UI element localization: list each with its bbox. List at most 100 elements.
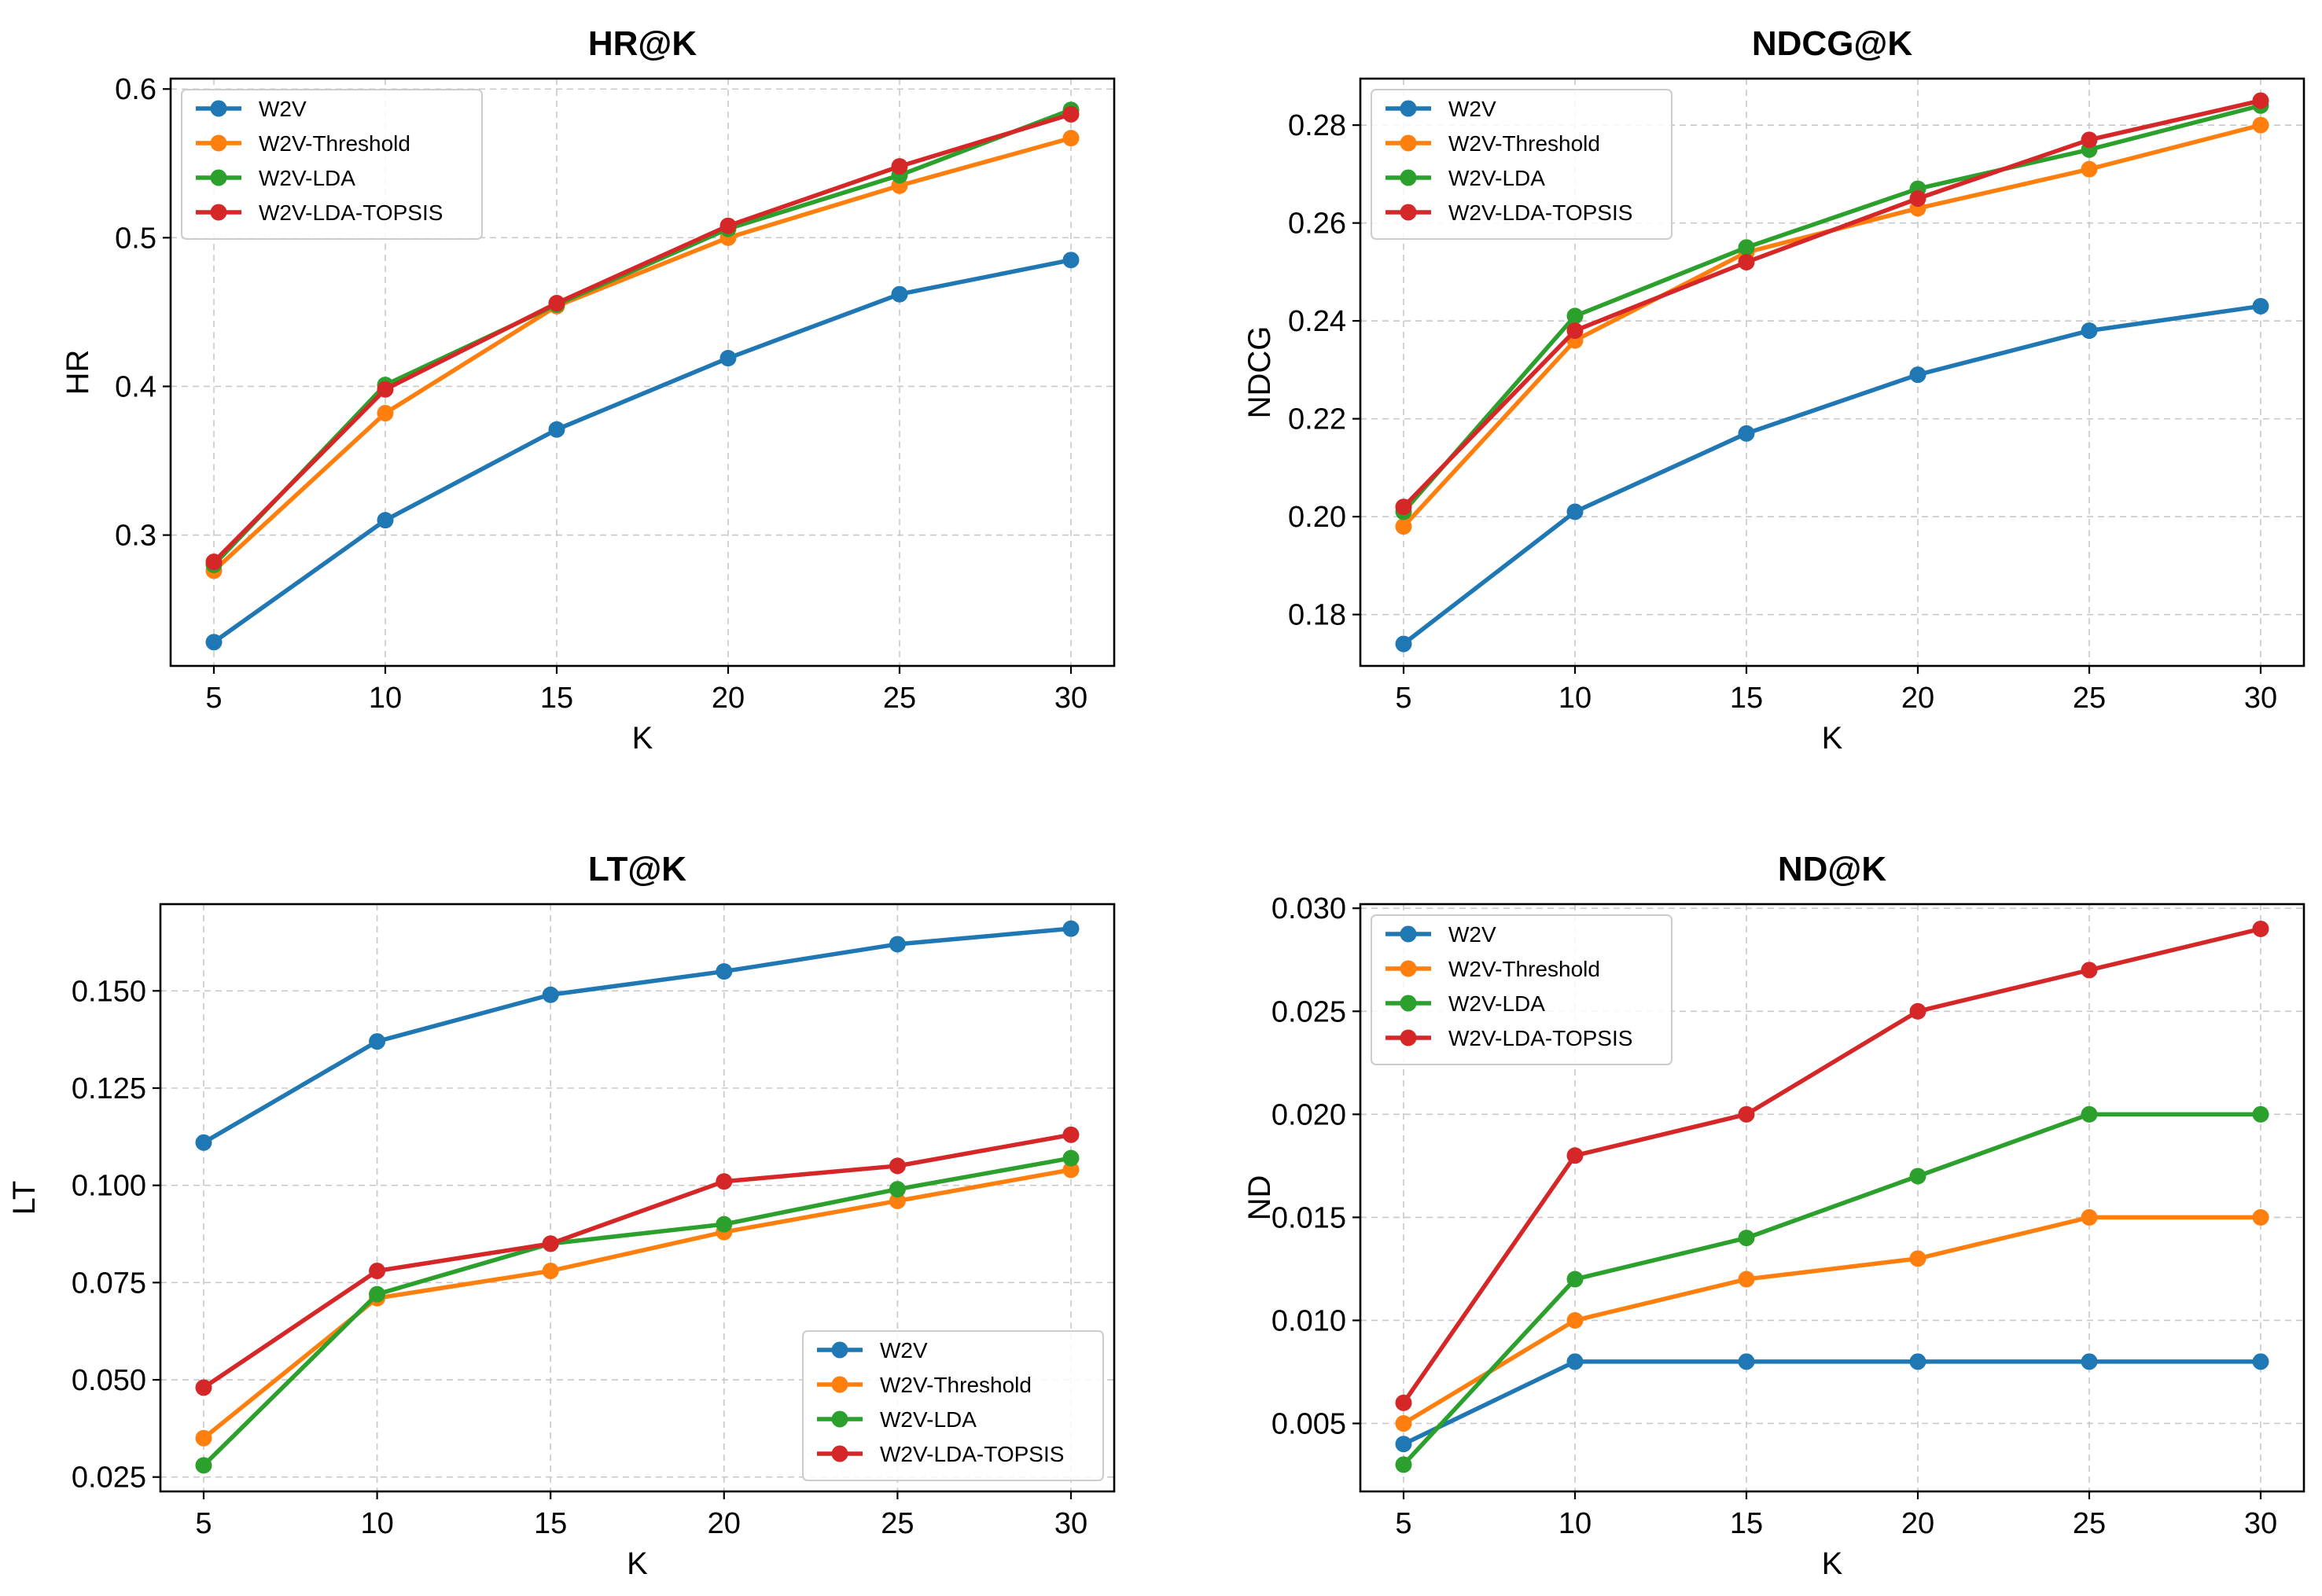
series-w2v <box>195 920 1080 1151</box>
data-point <box>719 217 737 234</box>
data-point <box>1566 503 1584 520</box>
x-tick-label: 10 <box>360 1507 393 1540</box>
series-line <box>202 1156 1072 1467</box>
series-w2v <box>205 252 1080 651</box>
legend-box <box>1371 914 1673 1065</box>
x-tick-label: 15 <box>540 682 573 715</box>
chart-hr-k: 5 10 15 20 25 30 0.3 0.4 0.5 0.6 HR@K K HR W2V W2V-Thr… <box>61 24 1116 756</box>
x-axis-label: K <box>627 1546 648 1581</box>
chart-ndcg-k: 5 10 15 20 25 30 0.18 0.20 0.22 0.24 0.26 0.28 NDCG@… <box>1242 24 2305 756</box>
data-point <box>1062 105 1080 123</box>
x-tick-label: 5 <box>205 682 222 715</box>
data-point <box>1566 1311 1584 1329</box>
data-point <box>1395 498 1412 516</box>
legend-marker <box>210 100 227 117</box>
legend-item-w2v-lda: W2V-LDA <box>196 166 355 190</box>
legend: W2V W2V-Threshold W2V-LDA W2V-LDA-TOPSIS <box>1371 89 1673 240</box>
data-point <box>2252 1208 2269 1226</box>
data-point <box>2081 131 2098 149</box>
data-point <box>542 1235 559 1252</box>
legend-marker <box>831 1445 848 1462</box>
data-point <box>1395 518 1412 535</box>
data-point <box>1566 1353 1584 1370</box>
legend-marker <box>831 1341 848 1359</box>
series-line <box>212 112 1072 564</box>
series-line <box>1401 926 2261 1404</box>
data-point <box>716 963 733 980</box>
data-point <box>1395 1436 1412 1453</box>
legend-marker <box>1400 925 1417 943</box>
data-point <box>2252 116 2269 134</box>
data-point <box>1062 130 1080 147</box>
legend-box <box>1371 89 1673 240</box>
series-line <box>1401 103 2261 513</box>
y-tick-label: 0.005 <box>1271 1408 1346 1441</box>
y-tick-label: 0.20 <box>1288 501 1346 534</box>
y-tick-label: 0.3 <box>115 520 156 553</box>
legend-item-w2v-lda-topsis: W2V-LDA-TOPSIS <box>817 1442 1064 1466</box>
legend-label: W2V-Threshold <box>880 1373 1032 1397</box>
legend-label: W2V-LDA-TOPSIS <box>259 200 443 225</box>
series-line <box>202 926 1072 1145</box>
series-line <box>1402 1359 2261 1447</box>
chart-nd-k: 5 10 15 20 25 30 0.005 0.010 0.015 0.020 0.025 0.03… <box>1242 850 2305 1581</box>
legend-item-w2v-lda-topsis: W2V-LDA-TOPSIS <box>1385 1026 1632 1050</box>
data-point <box>195 1429 212 1447</box>
data-point <box>1566 322 1584 340</box>
data-point <box>1062 920 1080 937</box>
data-point <box>1395 1415 1412 1432</box>
y-tick-label: 0.025 <box>1271 995 1346 1028</box>
y-tick-label: 0.28 <box>1288 109 1346 142</box>
legend-label: W2V-LDA-TOPSIS <box>880 1442 1064 1466</box>
y-axis-label: NDCG <box>1242 326 1277 419</box>
plot-frame <box>169 77 1116 667</box>
legend-marker <box>1400 134 1417 152</box>
legend-label: W2V-LDA <box>880 1407 977 1432</box>
data-point <box>369 1263 386 1280</box>
legend-label: W2V <box>880 1338 928 1362</box>
x-tick-label: 25 <box>2073 682 2106 715</box>
data-point <box>369 1285 386 1303</box>
x-axis-label: K <box>1822 721 1843 756</box>
data-point <box>1738 1105 1755 1123</box>
legend-marker <box>1400 204 1417 221</box>
series-w2v-lda-topsis <box>195 1126 1080 1396</box>
x-tick-label: 10 <box>369 682 402 715</box>
y-tick-label: 0.150 <box>72 975 146 1008</box>
y-tick-label: 0.025 <box>72 1462 146 1495</box>
data-point <box>1909 1353 1926 1370</box>
data-point <box>2081 160 2098 178</box>
data-point <box>548 421 565 438</box>
legend-item-w2v: W2V <box>1385 97 1496 121</box>
y-axis-label: HR <box>61 350 95 395</box>
x-tick-label: 25 <box>883 682 916 715</box>
data-point <box>2252 920 2269 937</box>
data-point <box>1566 307 1584 325</box>
x-axis-label: K <box>1822 1546 1843 1581</box>
series-w2v-lda <box>1395 1105 2269 1473</box>
x-tick-label: 20 <box>708 1507 741 1540</box>
y-tick-label: 0.6 <box>115 73 156 106</box>
y-axis-label: ND <box>1242 1175 1277 1221</box>
series-line <box>1402 98 2261 509</box>
data-point <box>1062 1126 1080 1143</box>
data-point <box>1062 1149 1080 1167</box>
data-point <box>1909 1250 1926 1267</box>
y-tick-label: 0.4 <box>115 370 156 403</box>
series-w2v-lda-topsis <box>1395 92 2269 516</box>
y-tick-label: 0.030 <box>1271 892 1346 925</box>
legend-item-w2v-lda-topsis: W2V-LDA-TOPSIS <box>1385 200 1632 225</box>
data-point <box>1395 1456 1412 1473</box>
legend-item-w2v: W2V <box>817 1338 928 1362</box>
x-tick-label: 10 <box>1558 1507 1592 1540</box>
legend-marker <box>831 1410 848 1428</box>
x-tick-label: 25 <box>881 1507 914 1540</box>
series-line <box>1402 1215 2261 1425</box>
data-point <box>1395 1394 1412 1411</box>
data-point <box>891 285 908 303</box>
data-point <box>205 553 223 571</box>
data-point <box>377 512 394 529</box>
legend-item-w2v-lda: W2V-LDA <box>1385 166 1545 190</box>
data-point <box>1738 1271 1755 1288</box>
x-tick-label: 15 <box>1730 1507 1763 1540</box>
